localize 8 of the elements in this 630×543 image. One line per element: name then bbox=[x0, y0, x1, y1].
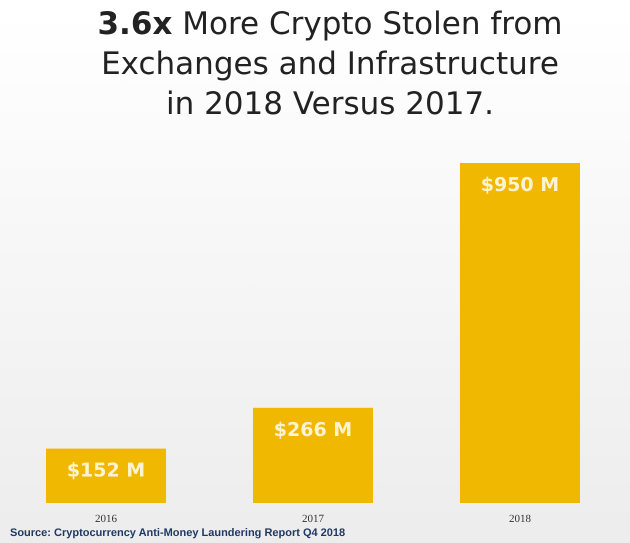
x-tick-label: 2017 bbox=[302, 513, 324, 525]
data-label: $152 M bbox=[66, 460, 146, 482]
x-tick-label: 2018 bbox=[508, 513, 532, 525]
data-label: $266 M bbox=[274, 418, 352, 441]
x-tick-label: 2016 bbox=[95, 513, 118, 525]
data-label: $950 M bbox=[480, 174, 560, 196]
chart-title: 3.6x More Crypto Stolen from Exchanges and Infrastructure in 2018 Versus 2017. bbox=[97, 6, 563, 122]
source-note: Source: Cryptocurrency Anti-Money Laundering Report Q4 2018 bbox=[10, 527, 346, 539]
